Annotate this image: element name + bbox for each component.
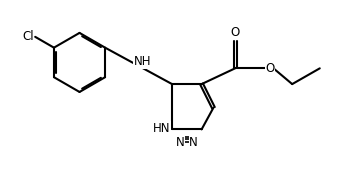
Text: N: N (189, 136, 198, 149)
Text: HN: HN (153, 122, 170, 135)
Text: O: O (230, 26, 240, 39)
Text: N: N (176, 136, 184, 149)
Text: O: O (266, 62, 275, 75)
Text: NH: NH (134, 55, 151, 68)
Text: Cl: Cl (23, 30, 34, 43)
